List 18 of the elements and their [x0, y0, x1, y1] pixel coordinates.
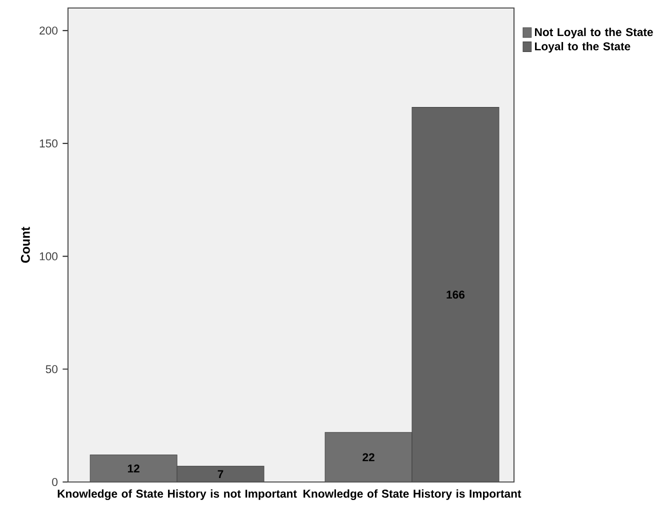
y-tick-label: 200 [40, 26, 58, 35]
bar [90, 454, 178, 482]
y-tick-label: 100 [40, 252, 58, 260]
data-label: 7 [218, 470, 224, 478]
legend-label: Not Loyal to the State [535, 28, 653, 38]
y-axis-title: Count [20, 226, 30, 263]
legend-label: Loyal to the State [535, 42, 630, 53]
y-tick-label: 0 [52, 478, 58, 486]
x-tick-label: Knowledge of State History is Important [304, 489, 522, 500]
bar [412, 107, 500, 482]
x-tick-label: Knowledge of State History is not Important [58, 489, 297, 500]
y-tick-label: 50 [46, 365, 58, 374]
bar [176, 466, 264, 482]
y-tick-label: 150 [40, 139, 58, 148]
data-label: 12 [128, 464, 140, 472]
data-label: 166 [446, 290, 465, 299]
bar [324, 432, 412, 482]
data-label: 22 [362, 453, 374, 462]
